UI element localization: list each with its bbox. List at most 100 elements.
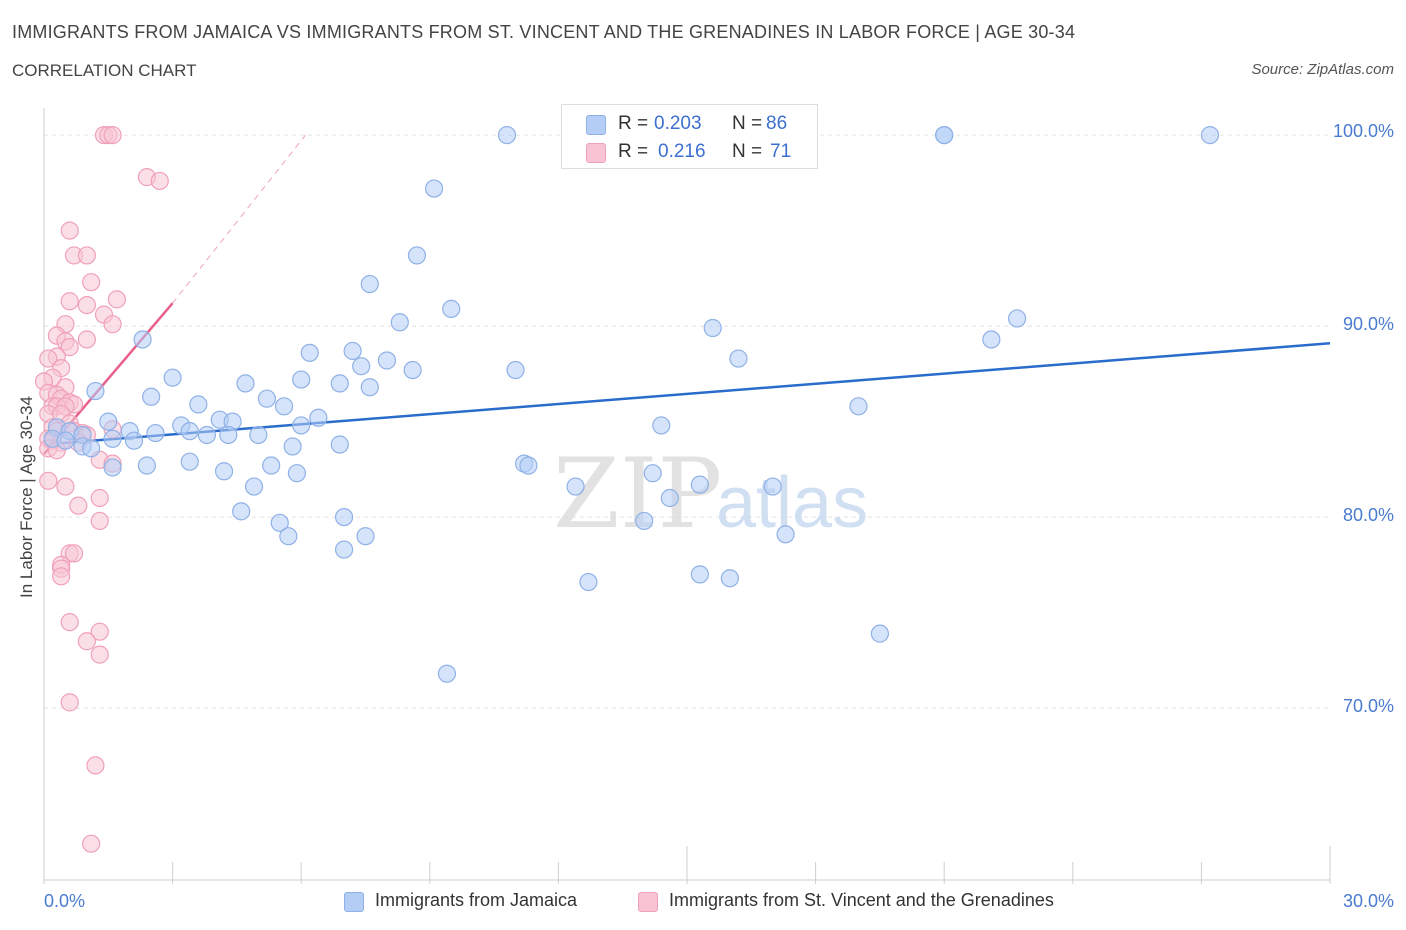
y-tick-80: 80.0% (1342, 505, 1394, 525)
point-jamaica (103, 429, 122, 448)
point-vincent (52, 567, 71, 586)
point-jamaica (244, 477, 264, 496)
point-jamaica (356, 527, 375, 546)
point-vincent (90, 488, 109, 508)
point-vincent (82, 834, 101, 853)
point-vincent (103, 315, 122, 334)
point-jamaica (437, 664, 457, 683)
point-jamaica (579, 572, 598, 592)
trend-lines (43, 134, 1331, 455)
point-jamaica (180, 452, 199, 471)
point-jamaica (403, 360, 422, 380)
y-tick-90: 90.0% (1342, 314, 1394, 334)
swatch-vincent (586, 143, 606, 163)
point-jamaica (703, 318, 722, 338)
point-jamaica (407, 246, 427, 265)
point-jamaica (274, 397, 294, 416)
point-jamaica (1007, 309, 1027, 328)
point-jamaica (352, 357, 371, 376)
point-vincent (90, 645, 109, 664)
point-jamaica (652, 416, 671, 435)
point-jamaica (309, 408, 328, 427)
chart-subtitle: CORRELATION CHART (12, 61, 197, 80)
point-jamaica (849, 397, 868, 416)
point-jamaica (257, 389, 277, 408)
r-label: R = (618, 113, 649, 134)
point-vincent (82, 273, 101, 292)
point-jamaica (124, 431, 144, 450)
point-jamaica (377, 351, 397, 370)
point-jamaica (197, 425, 216, 445)
point-vincent (90, 622, 109, 641)
point-jamaica (137, 456, 156, 475)
point-jamaica (870, 624, 890, 643)
point-jamaica (566, 477, 585, 496)
point-jamaica (360, 378, 379, 397)
x-tick-min: 0.0% (44, 891, 86, 911)
point-jamaica (424, 179, 444, 198)
legend-label-vincent: Immigrants from St. Vincent and the Gren… (669, 890, 1054, 910)
y-tick-100: 100.0% (1332, 121, 1394, 141)
point-jamaica (300, 343, 319, 362)
point-vincent (77, 295, 96, 315)
point-jamaica (729, 349, 748, 368)
point-jamaica (330, 435, 349, 454)
x-tick-max: 30.0% (1342, 891, 1394, 911)
point-vincent (60, 338, 79, 357)
series-vincent-points (34, 126, 169, 853)
r-value-jamaica: 0.203 (654, 113, 702, 134)
r-value-vincent: 0.216 (658, 141, 706, 162)
source-credit: Source: ZipAtlas.com (1251, 61, 1394, 78)
point-jamaica (232, 502, 251, 521)
point-jamaica (442, 299, 461, 319)
point-jamaica (360, 274, 379, 294)
point-jamaica (163, 368, 182, 387)
trend-line-vincent-extension (172, 134, 306, 304)
point-jamaica (690, 475, 709, 494)
point-vincent (56, 477, 75, 496)
point-jamaica (635, 511, 654, 531)
point-jamaica (292, 416, 311, 435)
point-jamaica (262, 456, 281, 475)
legend-label-jamaica: Immigrants from Jamaica (375, 890, 578, 910)
point-jamaica (180, 422, 199, 441)
point-jamaica (86, 381, 105, 401)
point-vincent (69, 496, 88, 515)
r-label: R = (618, 141, 649, 162)
point-jamaica (982, 330, 1001, 349)
point-jamaica (330, 374, 349, 393)
point-jamaica (287, 464, 307, 483)
point-jamaica (133, 330, 152, 349)
point-jamaica (643, 464, 662, 483)
point-jamaica (519, 456, 538, 475)
point-vincent (60, 613, 79, 632)
chart-title: IMMIGRANTS FROM JAMAICA VS IMMIGRANTS FR… (12, 22, 1076, 42)
point-jamaica (1200, 126, 1220, 145)
point-jamaica (270, 513, 289, 532)
point-vincent (39, 471, 58, 490)
point-jamaica (283, 437, 302, 456)
n-label: N = (732, 141, 763, 162)
point-vincent (86, 756, 105, 775)
point-jamaica (334, 507, 354, 527)
point-jamaica (292, 370, 311, 389)
point-jamaica (103, 458, 122, 477)
watermark: ZIP atlas (553, 438, 868, 550)
point-jamaica (334, 540, 354, 559)
point-jamaica (279, 527, 298, 546)
point-vincent (60, 693, 79, 712)
point-jamaica (935, 126, 954, 145)
n-value-vincent: 71 (770, 141, 792, 162)
point-vincent (77, 246, 96, 265)
point-vincent (39, 349, 58, 368)
point-vincent (60, 292, 79, 311)
swatch-jamaica (586, 115, 606, 135)
point-jamaica (249, 425, 268, 445)
n-value-jamaica: 86 (766, 113, 788, 134)
point-jamaica (390, 313, 409, 332)
point-jamaica (142, 387, 161, 406)
point-vincent (77, 632, 96, 651)
point-jamaica (189, 395, 208, 414)
swatch-jamaica (344, 892, 364, 912)
point-jamaica (82, 439, 101, 458)
